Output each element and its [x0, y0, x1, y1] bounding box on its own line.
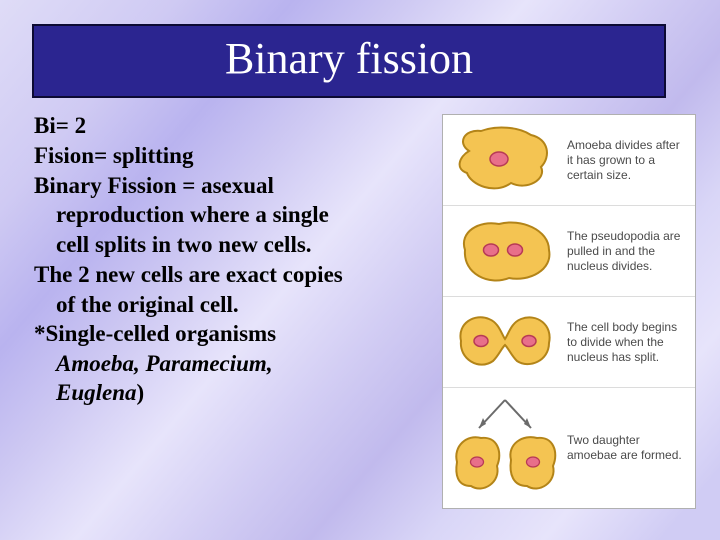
panel1-caption: Amoeba divides after it has grown to a c…	[567, 138, 689, 183]
slide: Binary fission Bi= 2 Fision= splitting B…	[0, 0, 720, 540]
body-line-org1: *Single-celled organisms	[34, 320, 434, 349]
diagram: Amoeba divides after it has grown to a c…	[442, 114, 702, 509]
diagram-panel-2: The pseudopodia are pulled in and the nu…	[443, 205, 695, 296]
body-org-paren: )	[137, 380, 145, 405]
content-row: Bi= 2 Fision= splitting Binary Fission =…	[28, 112, 692, 509]
amoeba-stage3-icon	[449, 303, 561, 381]
body-org-items-a: Amoeba, Paramecium,	[56, 351, 273, 376]
body-line-def2: reproduction where a single	[34, 201, 434, 230]
title-box: Binary fission	[32, 24, 666, 98]
diagram-card: Amoeba divides after it has grown to a c…	[442, 114, 696, 509]
diagram-panel-1: Amoeba divides after it has grown to a c…	[443, 115, 695, 205]
panel2-caption: The pseudopodia are pulled in and the nu…	[567, 229, 689, 274]
body-line-org2: Amoeba, Paramecium, Euglena)	[34, 350, 434, 408]
body-line-copies1: The 2 new cells are exact copies	[34, 261, 434, 290]
body-line-def1: Binary Fission = asexual	[34, 172, 434, 201]
diagram-panel-4: Two daughter amoebae are formed.	[443, 387, 695, 508]
body-line-bi: Bi= 2	[34, 112, 434, 141]
body-line-def3: cell splits in two new cells.	[34, 231, 434, 260]
amoeba-stage1-icon	[449, 121, 561, 199]
body-line-copies2: of the original cell.	[34, 291, 434, 320]
panel4-caption: Two daughter amoebae are formed.	[567, 433, 689, 463]
diagram-panel-3: The cell body begins to divide when the …	[443, 296, 695, 387]
amoeba-stage2-icon	[449, 212, 561, 290]
slide-title: Binary fission	[225, 34, 473, 83]
body-line-fision: Fision= splitting	[34, 142, 434, 171]
panel3-caption: The cell body begins to divide when the …	[567, 320, 689, 365]
body-text: Bi= 2 Fision= splitting Binary Fission =…	[28, 112, 434, 409]
body-org-items-b: Euglena	[56, 380, 137, 405]
amoeba-stage4-icon	[449, 394, 561, 502]
